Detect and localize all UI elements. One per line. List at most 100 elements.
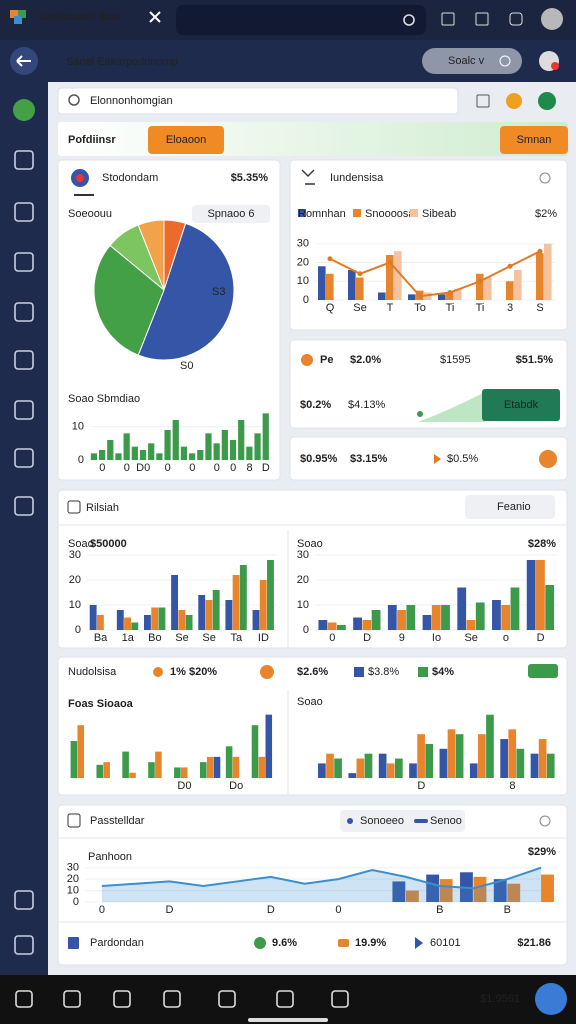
bar	[123, 433, 130, 460]
nav-icon[interactable]	[14, 150, 34, 170]
nav-icon[interactable]	[14, 302, 34, 322]
bar	[536, 253, 544, 300]
sidebar	[0, 82, 48, 975]
nav-icon[interactable]	[63, 990, 81, 1008]
nav-icon[interactable]	[14, 252, 34, 272]
filter-pill[interactable]	[340, 810, 465, 832]
nav-icon[interactable]	[331, 990, 349, 1008]
nav-icon[interactable]	[163, 990, 181, 1008]
nav-icon[interactable]	[14, 448, 34, 468]
arrow-icon	[434, 454, 441, 464]
bar	[180, 767, 188, 778]
legend-label: Snoooosa	[365, 208, 415, 220]
bar	[484, 277, 492, 300]
filter-value: Senoo	[430, 815, 462, 827]
bar	[492, 600, 501, 630]
assistant-button[interactable]	[535, 983, 567, 1015]
x-tick-label: 0	[214, 462, 220, 474]
tab-icon	[18, 10, 26, 18]
filter-pill[interactable]	[465, 495, 555, 519]
bar	[131, 446, 138, 460]
kpi-value: $0.2%	[300, 399, 331, 411]
bar	[356, 758, 365, 778]
tab-button-label: Smnan	[517, 134, 552, 146]
bar	[139, 450, 147, 460]
bar	[158, 607, 166, 630]
bar	[232, 756, 240, 778]
tab-button[interactable]	[500, 126, 568, 154]
filter-label: Soeoouu	[68, 208, 112, 220]
x-tick-label: 0	[329, 632, 335, 644]
x-tick-label: 0	[165, 462, 171, 474]
nav-icon[interactable]	[14, 202, 34, 222]
bar	[148, 443, 155, 460]
bar	[206, 756, 214, 778]
bar	[394, 251, 402, 300]
nav-icon[interactable]	[113, 990, 131, 1008]
nav-icon[interactable]	[14, 496, 34, 516]
bar	[172, 420, 179, 460]
filter-value: Sonoeeo	[360, 815, 404, 827]
status-icon	[539, 450, 557, 468]
bar	[326, 273, 334, 300]
x-tick-label: D	[262, 462, 270, 474]
pie-slice	[137, 219, 165, 291]
search-box[interactable]	[57, 87, 459, 115]
bar	[229, 440, 237, 460]
x-tick-label: ID	[258, 632, 269, 644]
chart-title: Soao	[297, 538, 323, 550]
nav-icon[interactable]	[218, 990, 236, 1008]
account-label: Soalc v	[448, 55, 485, 67]
legend-dot	[347, 818, 353, 824]
bar	[475, 602, 485, 630]
bar	[387, 605, 397, 630]
bar	[267, 560, 274, 630]
tab-icon	[10, 10, 18, 18]
nav-icon[interactable]	[14, 350, 34, 370]
y-tick-label: 30	[69, 549, 81, 561]
nav-icon[interactable]	[13, 99, 35, 121]
nav-icon[interactable]	[15, 990, 33, 1008]
x-tick-label: o	[503, 632, 509, 644]
filter-pill[interactable]	[192, 205, 270, 223]
bar	[473, 876, 487, 902]
nav-icon[interactable]	[14, 400, 34, 420]
chart-value: $29%	[528, 846, 556, 858]
bar	[225, 600, 233, 630]
bar	[454, 288, 462, 300]
y-tick-label: 10	[69, 599, 81, 611]
bar	[221, 430, 228, 460]
bar	[500, 739, 508, 778]
account-pill[interactable]	[422, 48, 522, 74]
bar	[364, 753, 373, 778]
bar	[327, 622, 337, 630]
search-placeholder: Elonnonhomgian	[90, 95, 173, 107]
area-line	[101, 866, 542, 890]
bar	[392, 881, 406, 902]
kpi-value: $3.8%	[368, 666, 399, 678]
legend-swatch	[353, 209, 361, 217]
line-point	[387, 260, 393, 265]
x-tick-label: D0	[136, 462, 150, 474]
y-tick-label: 0	[75, 624, 81, 636]
area	[101, 867, 542, 902]
nav-icon[interactable]	[14, 890, 34, 910]
y-tick-label: 30	[297, 549, 309, 561]
bar	[422, 615, 432, 630]
legend-label: Romnhan	[298, 208, 346, 220]
x-tick-label: Se	[202, 632, 215, 644]
action-button[interactable]	[482, 389, 560, 421]
bottom-bar	[0, 975, 576, 1024]
x-tick-label: 0	[189, 462, 195, 474]
page-title: Sanel Eakarpodonomp	[66, 56, 178, 68]
bar	[199, 762, 207, 778]
nav-icon[interactable]	[276, 990, 294, 1008]
kpi-value: 60101	[430, 937, 461, 949]
close-icon[interactable]	[149, 11, 161, 23]
kpi-value: 9.6%	[272, 937, 297, 949]
x-tick-label: D	[417, 780, 425, 792]
bar	[371, 610, 381, 630]
nav-icon[interactable]	[14, 935, 34, 955]
tab-button[interactable]	[148, 126, 224, 154]
